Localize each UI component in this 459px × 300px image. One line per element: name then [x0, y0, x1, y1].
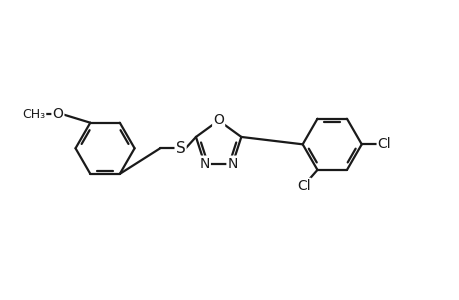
Text: Cl: Cl: [377, 137, 391, 151]
Text: S: S: [175, 141, 185, 156]
Text: N: N: [227, 157, 237, 171]
Text: CH₃: CH₃: [22, 108, 45, 121]
Text: O: O: [52, 107, 63, 121]
Text: O: O: [213, 113, 224, 128]
Text: Cl: Cl: [297, 179, 310, 193]
Text: N: N: [199, 157, 209, 171]
